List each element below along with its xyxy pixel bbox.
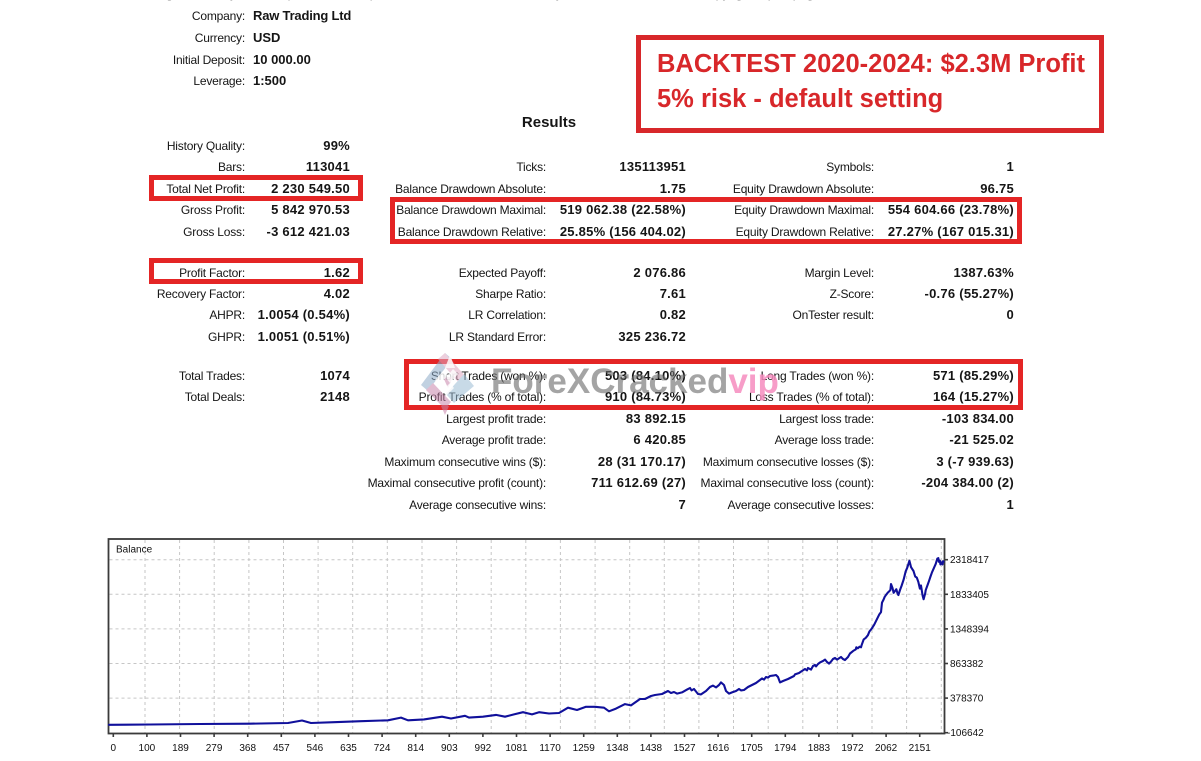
svg-text:1616: 1616 [707,743,730,754]
svg-text:0: 0 [111,743,117,754]
svg-text:1705: 1705 [741,743,764,754]
svg-text:546: 546 [307,743,324,754]
svg-text:1348394: 1348394 [950,624,989,635]
svg-text:1794: 1794 [774,743,797,754]
svg-text:1438: 1438 [640,743,663,754]
svg-text:1833405: 1833405 [950,590,989,601]
svg-text:1259: 1259 [573,743,596,754]
svg-text:279: 279 [206,743,223,754]
svg-text:2151: 2151 [909,743,932,754]
svg-text:724: 724 [374,743,391,754]
svg-text:100: 100 [139,743,156,754]
svg-text:635: 635 [340,743,357,754]
svg-text:Balance: Balance [116,545,153,556]
svg-text:1081: 1081 [505,743,528,754]
svg-text:189: 189 [172,743,189,754]
svg-text:1348: 1348 [606,743,629,754]
svg-text:1972: 1972 [841,743,864,754]
svg-text:863382: 863382 [950,659,984,670]
svg-text:378370: 378370 [950,694,984,705]
svg-text:-106642: -106642 [947,728,984,739]
svg-text:992: 992 [475,743,492,754]
svg-text:903: 903 [441,743,458,754]
svg-text:2062: 2062 [875,743,898,754]
svg-text:2318417: 2318417 [950,555,989,566]
svg-text:457: 457 [273,743,290,754]
svg-text:368: 368 [239,743,256,754]
svg-text:1170: 1170 [539,743,561,754]
svg-text:1883: 1883 [808,743,831,754]
svg-text:1527: 1527 [673,743,696,754]
svg-text:814: 814 [407,743,424,754]
